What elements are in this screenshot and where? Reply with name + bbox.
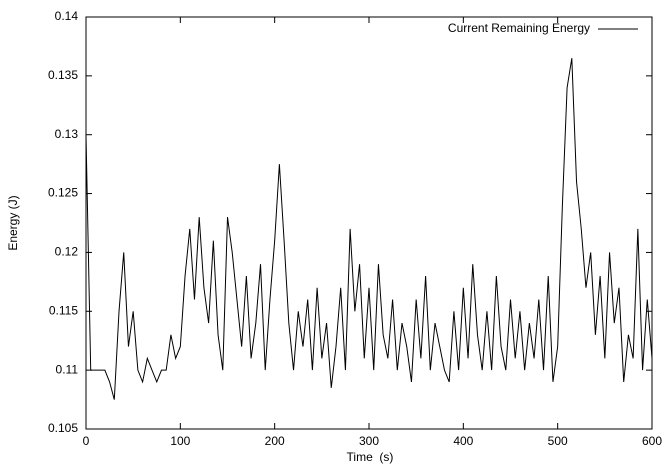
y-tick-label: 0.105: [48, 421, 78, 435]
y-tick-label: 0.14: [55, 9, 79, 23]
x-tick-label: 0: [83, 434, 90, 448]
y-tick-label: 0.11: [56, 362, 79, 376]
data-line: [85, 58, 653, 400]
y-axis-label: Energy (J): [6, 195, 20, 250]
legend-label: Current Remaining Energy: [448, 21, 590, 35]
y-tick-label: 0.135: [48, 68, 78, 82]
x-tick-label: 600: [642, 434, 662, 448]
x-axis-label: Time (s): [347, 450, 394, 464]
y-tick-label: 0.12: [55, 245, 79, 259]
plot-frame: [85, 16, 653, 430]
x-tick-label: 500: [548, 434, 568, 448]
y-tick-label: 0.125: [48, 186, 78, 200]
y-tick-label: 0.115: [49, 303, 78, 317]
y-tick-label: 0.13: [55, 127, 79, 141]
x-tick-label: 400: [453, 434, 473, 448]
x-tick-label: 300: [359, 434, 379, 448]
x-tick-label: 100: [170, 434, 190, 448]
x-tick-label: 200: [265, 434, 285, 448]
